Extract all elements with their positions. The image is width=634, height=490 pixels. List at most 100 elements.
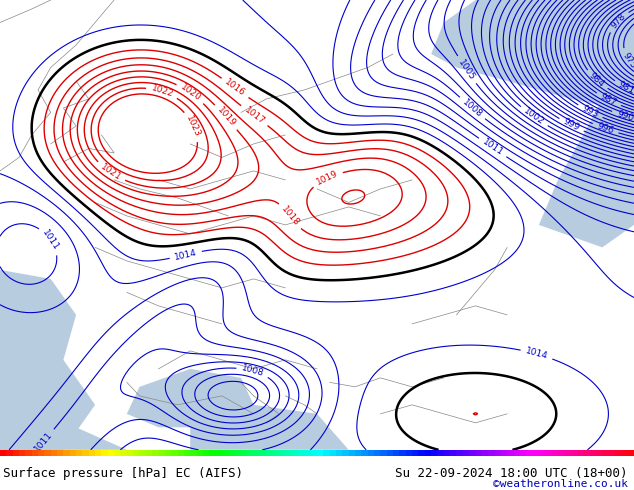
Text: 1008: 1008 (240, 364, 265, 378)
Bar (380, 450, 387, 456)
Bar (51, 450, 57, 456)
Text: 1021: 1021 (99, 162, 122, 183)
Polygon shape (0, 360, 127, 450)
Text: ©weatheronline.co.uk: ©weatheronline.co.uk (493, 479, 628, 489)
Bar (552, 450, 558, 456)
Bar (70, 450, 76, 456)
Text: 975: 975 (621, 51, 634, 70)
Bar (577, 450, 583, 456)
Text: 999: 999 (562, 117, 581, 133)
Bar (158, 450, 165, 456)
Text: 1017: 1017 (242, 105, 266, 126)
Polygon shape (0, 270, 95, 450)
Text: 987: 987 (599, 92, 618, 108)
Bar (374, 450, 380, 456)
Bar (108, 450, 114, 456)
Bar (425, 450, 431, 456)
Text: 1018: 1018 (279, 205, 301, 228)
Bar (456, 450, 463, 456)
Bar (330, 450, 336, 456)
Bar (361, 450, 368, 456)
Bar (615, 450, 621, 456)
Bar (165, 450, 171, 456)
Bar (482, 450, 488, 456)
Bar (178, 450, 184, 456)
Bar (539, 450, 545, 456)
Bar (444, 450, 450, 456)
Text: 981: 981 (617, 80, 634, 96)
Text: 1016: 1016 (223, 77, 247, 98)
Bar (216, 450, 222, 456)
Bar (171, 450, 178, 456)
Bar (450, 450, 456, 456)
Bar (342, 450, 349, 456)
Bar (628, 450, 634, 456)
Text: 990: 990 (616, 109, 634, 123)
Bar (209, 450, 216, 456)
Bar (488, 450, 495, 456)
Bar (38, 450, 44, 456)
Bar (311, 450, 317, 456)
Bar (139, 450, 146, 456)
Bar (590, 450, 596, 456)
Bar (0, 450, 6, 456)
Bar (387, 450, 393, 456)
Text: 1011: 1011 (32, 430, 54, 454)
Bar (304, 450, 311, 456)
Bar (514, 450, 520, 456)
Bar (609, 450, 615, 456)
Bar (247, 450, 254, 456)
Bar (120, 450, 127, 456)
Text: 1011: 1011 (481, 137, 505, 158)
Bar (222, 450, 228, 456)
Bar (44, 450, 51, 456)
Bar (437, 450, 444, 456)
Bar (273, 450, 279, 456)
Bar (476, 450, 482, 456)
Bar (82, 450, 89, 456)
Text: 996: 996 (596, 122, 615, 136)
Bar (57, 450, 63, 456)
Bar (507, 450, 514, 456)
Bar (228, 450, 235, 456)
Text: 1019: 1019 (315, 169, 340, 187)
Bar (184, 450, 190, 456)
Bar (266, 450, 273, 456)
Bar (152, 450, 158, 456)
Polygon shape (190, 405, 349, 450)
Text: 1020: 1020 (179, 83, 203, 103)
Bar (621, 450, 628, 456)
Bar (127, 450, 133, 456)
Text: 1014: 1014 (174, 248, 198, 262)
Text: 984: 984 (588, 71, 606, 89)
Bar (336, 450, 342, 456)
Bar (602, 450, 609, 456)
Bar (101, 450, 108, 456)
Bar (406, 450, 412, 456)
Text: 993: 993 (581, 104, 600, 120)
Bar (399, 450, 406, 456)
Bar (133, 450, 139, 456)
Bar (146, 450, 152, 456)
Bar (412, 450, 418, 456)
Bar (349, 450, 355, 456)
Bar (203, 450, 209, 456)
Bar (418, 450, 425, 456)
Bar (292, 450, 298, 456)
Bar (76, 450, 82, 456)
Bar (463, 450, 469, 456)
Text: 1005: 1005 (456, 58, 477, 82)
Bar (558, 450, 564, 456)
Bar (254, 450, 260, 456)
Bar (545, 450, 552, 456)
Bar (32, 450, 38, 456)
Bar (355, 450, 361, 456)
Text: 1008: 1008 (460, 98, 484, 119)
Bar (583, 450, 590, 456)
Polygon shape (127, 369, 254, 427)
Bar (526, 450, 533, 456)
Text: 1023: 1023 (184, 114, 202, 139)
Bar (368, 450, 374, 456)
Bar (431, 450, 437, 456)
Polygon shape (539, 90, 634, 247)
